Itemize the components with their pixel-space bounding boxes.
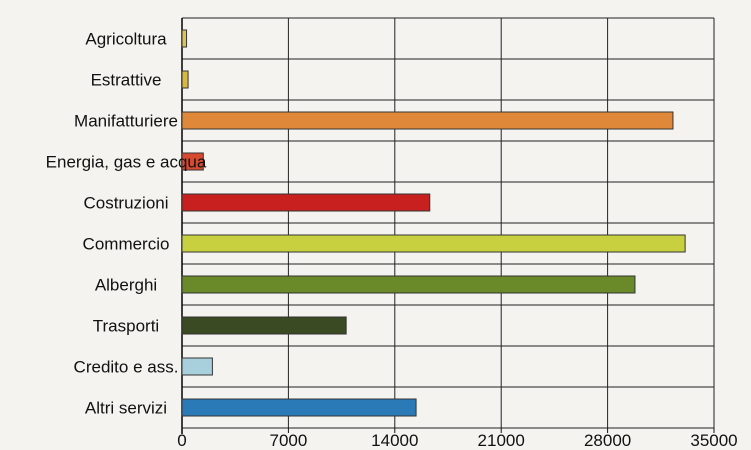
bar-agricoltura xyxy=(181,29,188,48)
category-label: Energia, gas e acqua xyxy=(46,153,207,172)
category-label: Estrattive xyxy=(91,71,162,90)
bars xyxy=(181,29,686,417)
category-label: Altri servizi xyxy=(85,399,167,418)
x-tick-label: 28000 xyxy=(584,431,631,450)
category-label: Manifatturiere xyxy=(74,112,178,131)
x-tick-label: 35000 xyxy=(690,431,737,450)
bar-estrattive xyxy=(181,70,189,89)
bar-commercio xyxy=(181,234,686,253)
category-label: Costruzioni xyxy=(83,194,168,213)
category-label: Commercio xyxy=(83,235,170,254)
x-tick-label: 0 xyxy=(177,431,186,450)
bar-costruzioni xyxy=(181,193,431,212)
x-tick-labels: 0 7000 14000 21000 28000 35000 xyxy=(177,431,737,450)
x-tick-label: 7000 xyxy=(269,431,307,450)
grid-lines xyxy=(181,17,715,434)
bar-credito-e-ass xyxy=(181,357,213,376)
bar-trasporti xyxy=(181,316,347,335)
bar-energia-gas-e-acqua xyxy=(181,152,204,171)
bar-altri-servizi xyxy=(181,398,417,417)
category-label: Alberghi xyxy=(95,276,157,295)
bar-manifatturiere xyxy=(181,111,674,130)
category-labels: Agricoltura Estrattive Manifatturiere Energ… xyxy=(46,30,207,418)
bar-alberghi xyxy=(181,275,636,294)
category-label: Agricoltura xyxy=(85,30,167,49)
category-label: Credito e ass. xyxy=(74,358,179,377)
x-tick-label: 14000 xyxy=(371,431,418,450)
x-tick-label: 21000 xyxy=(478,431,525,450)
category-label: Trasporti xyxy=(93,317,159,336)
